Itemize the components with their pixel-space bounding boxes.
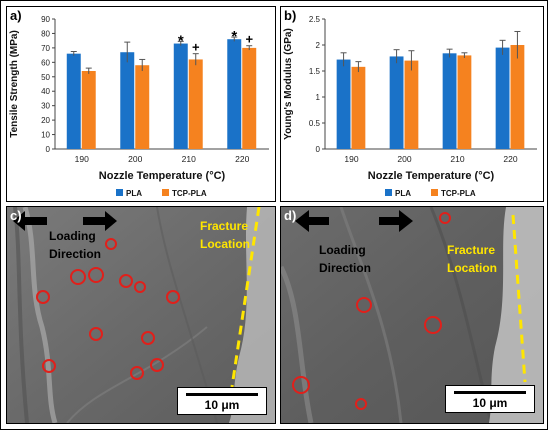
y-tick-label: 2: [316, 41, 321, 50]
youngs-modulus-chart: 0 0.5 1 1.5 2 2.5 Young's Modulus (GPa) 190 200 2…: [283, 15, 537, 198]
bar-tcp-pla: [351, 66, 366, 149]
bar-pla: [495, 47, 510, 149]
legend-swatch-pla: [385, 189, 392, 196]
bar-tcp-pla: [81, 71, 96, 149]
tensile-strength-chart: 0 10 20 30 40 50 60 70 80 90 Tensile Strength (MPa…: [9, 15, 269, 198]
bar-pla: [336, 59, 351, 150]
x-tick-label: 200: [128, 154, 142, 164]
direction-text: Direction: [319, 261, 372, 275]
y-tick-label: 30: [41, 102, 50, 111]
panel-d-label: d): [284, 208, 297, 223]
bar-pla: [442, 53, 457, 149]
significance-marker: *: [231, 28, 237, 45]
significance-marker: +: [245, 32, 253, 47]
y-axis-label: Tensile Strength (MPa): [9, 30, 20, 138]
x-tick-label: 200: [397, 154, 411, 164]
bar-pla: [389, 56, 404, 149]
x-tick-label: 210: [182, 154, 196, 164]
legend-swatch-pla: [116, 189, 123, 196]
fracture-text: Fracture: [447, 243, 496, 257]
panel-a-label: a): [10, 8, 22, 23]
y-tick-label: 0: [46, 145, 51, 154]
loading-direction-label-c: Loading Direction: [49, 227, 101, 263]
x-tick-label: 220: [235, 154, 249, 164]
bar-tcp-pla: [135, 65, 150, 149]
panel-d-sem-image: d) Loading Direction Fracture Location 1…: [280, 206, 544, 424]
significance-marker: *: [178, 32, 184, 49]
fracture-location-label-d: Fracture Location: [447, 241, 497, 277]
x-axis-label: Nozzle Temperature (°C): [99, 170, 226, 182]
panel-c-sem-image: c) Loading Direction Fracture Location 1…: [6, 206, 276, 424]
bar-tcp-pla: [510, 45, 525, 149]
x-tick-label: 190: [75, 154, 89, 164]
arrow-right-icon: [379, 210, 413, 232]
panel-b-label: b): [284, 8, 297, 23]
legend-label-tcp-pla: TCP-PLA: [441, 189, 476, 198]
location-text: Location: [447, 261, 497, 275]
significance-marker: +: [192, 40, 200, 55]
y-tick-label: 70: [41, 44, 50, 53]
fracture-line-d: [511, 214, 527, 383]
x-tick-label: 190: [344, 154, 358, 164]
y-tick-label: 1.5: [309, 67, 321, 76]
x-tick-label: 220: [503, 154, 517, 164]
fracture-text: Fracture: [200, 219, 249, 233]
x-tick-label: 210: [450, 154, 464, 164]
loading-text: Loading: [49, 229, 96, 243]
y-tick-label: 2.5: [309, 15, 321, 24]
y-tick-label: 90: [41, 15, 50, 24]
scale-bar-d: 10 μm: [445, 385, 535, 413]
y-tick-label: 0: [316, 145, 321, 154]
bar-tcp-pla: [457, 55, 472, 149]
arrow-right-icon: [83, 211, 117, 231]
location-text: Location: [200, 237, 250, 251]
y-tick-label: 50: [41, 73, 50, 82]
arrow-left-icon: [13, 211, 47, 231]
y-tick-label: 80: [41, 29, 50, 38]
arrow-left-icon: [295, 210, 329, 232]
y-tick-label: 40: [41, 87, 50, 96]
bar-pla: [227, 39, 242, 149]
legend-label-pla: PLA: [126, 189, 142, 198]
inclusion-circles-d: [292, 212, 451, 410]
bar-tcp-pla: [242, 47, 257, 150]
bar-pla: [173, 43, 188, 149]
scale-bar-text: 10 μm: [204, 398, 240, 412]
direction-text: Direction: [49, 247, 102, 261]
legend-label-pla: PLA: [395, 189, 411, 198]
fracture-location-label-c: Fracture Location: [200, 217, 250, 253]
bar-tcp-pla: [188, 59, 203, 149]
scale-bar-text: 10 μm: [472, 396, 508, 410]
inclusion-circles-c: [36, 238, 180, 380]
bar-pla: [120, 52, 135, 149]
y-tick-label: 0.5: [309, 119, 321, 128]
y-axis-label: Young's Modulus (GPa): [283, 28, 294, 140]
scale-bar-c: 10 μm: [177, 387, 267, 415]
loading-direction-label-d: Loading Direction: [319, 241, 371, 277]
y-tick-label: 20: [41, 116, 50, 125]
y-tick-label: 1: [316, 93, 321, 102]
legend-swatch-tcp-pla: [431, 189, 438, 196]
bar-tcp-pla: [404, 60, 419, 149]
panel-a: a) 0 10 20 30 40 50 60 70 80 90 Tensile Strength (…: [6, 6, 276, 202]
bar-pla: [66, 53, 81, 149]
loading-text: Loading: [319, 243, 366, 257]
y-tick-label: 60: [41, 58, 50, 67]
legend-swatch-tcp-pla: [162, 189, 169, 196]
fracture-line-c: [230, 207, 261, 388]
legend-label-tcp-pla: TCP-PLA: [172, 189, 207, 198]
x-axis-label: Nozzle Temperature (°C): [368, 170, 495, 182]
panel-b: b) 0 0.5 1 1.5 2 2.5 Young's Modulus (GPa) 190 2…: [280, 6, 544, 202]
y-tick-label: 10: [41, 131, 50, 140]
panel-c-label: c): [10, 208, 22, 223]
